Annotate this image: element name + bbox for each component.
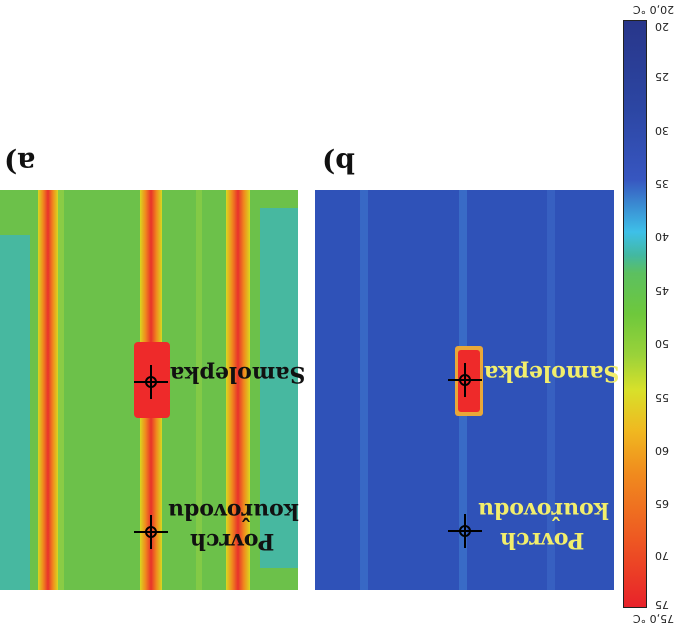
scale-tick: 60 xyxy=(655,444,669,457)
annotation-surface-a-line2: kouřovodu xyxy=(168,498,300,524)
scale-bottom-label: 75,0 °C xyxy=(633,612,675,625)
scale-tick: 65 xyxy=(655,497,669,510)
scale-tick: 30 xyxy=(655,124,669,137)
scale-tick: 50 xyxy=(655,337,669,350)
crosshair-surface-b xyxy=(448,514,482,548)
annotation-surface-b-line2: kouřovodu xyxy=(478,497,610,523)
scale-top-label: 20,0 °C xyxy=(633,3,675,16)
annotation-sticker-a: Samolepka xyxy=(170,361,306,387)
scale-tick: 55 xyxy=(655,391,669,404)
scale-tick: 75 xyxy=(655,598,669,611)
crosshair-sticker-a xyxy=(134,365,168,399)
scale-tick: 40 xyxy=(655,230,669,243)
scale-tick: 45 xyxy=(655,284,669,297)
scale-tick: 70 xyxy=(655,549,669,562)
scale-tick: 35 xyxy=(655,177,669,190)
temperature-colorbar xyxy=(623,20,647,608)
panel-b-label: b) xyxy=(322,146,355,179)
scale-tick: 20 xyxy=(655,20,669,33)
annotation-sticker-b: Samolepka xyxy=(484,360,620,386)
thermal-image-a xyxy=(0,190,298,590)
crosshair-surface-a xyxy=(134,515,168,549)
annotation-surface-b-line1: Povrch xyxy=(500,527,585,553)
crosshair-sticker-b xyxy=(448,363,482,397)
scale-tick: 25 xyxy=(655,70,669,83)
annotation-surface-a-line1: Povrch xyxy=(190,528,275,554)
panel-a-label: a) xyxy=(4,146,36,179)
